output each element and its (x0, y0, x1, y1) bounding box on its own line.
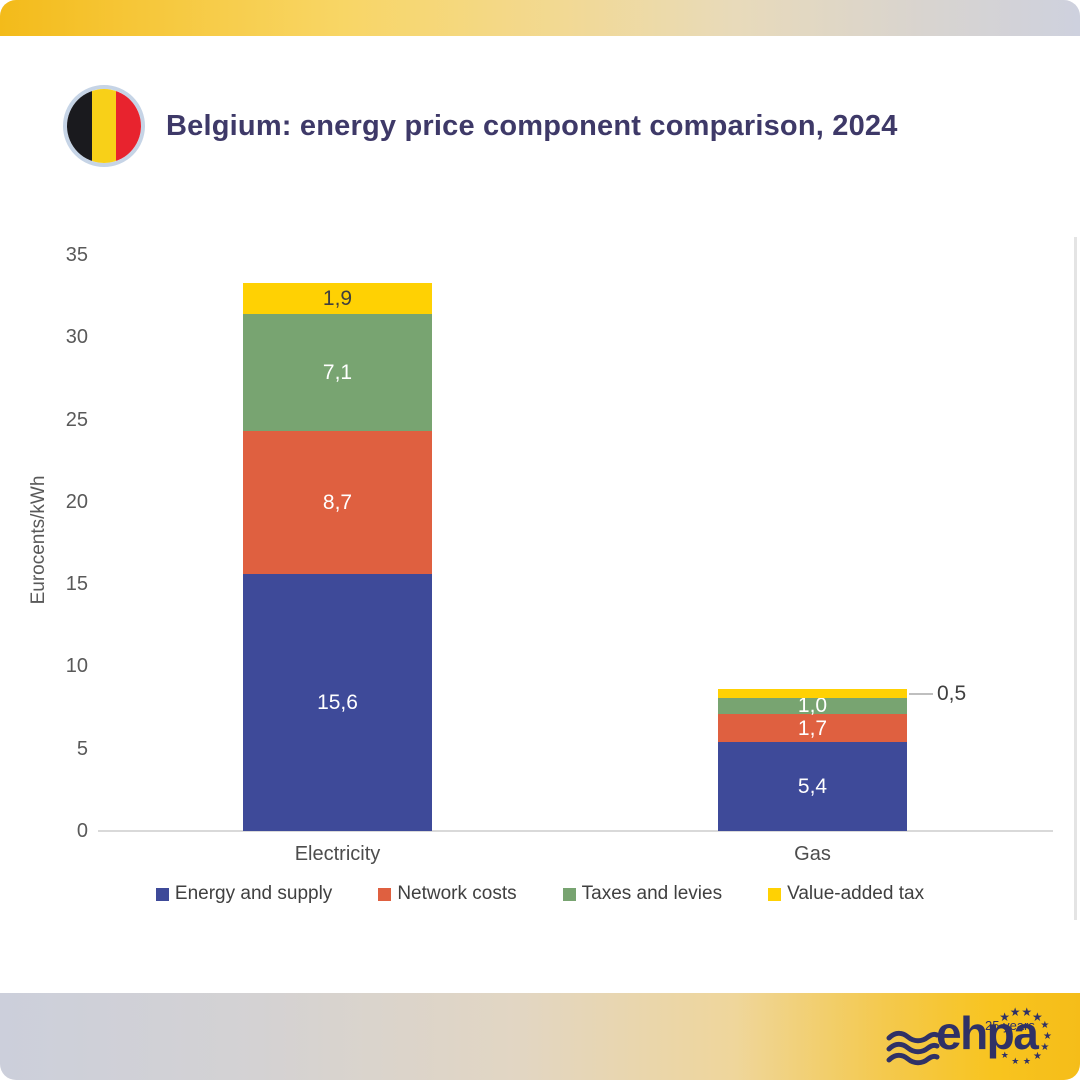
eu-star-icon: ★ (999, 1010, 1011, 1025)
legend-swatch (768, 887, 782, 901)
page-title: Belgium: energy price component comparis… (166, 109, 898, 142)
data-label: 15,6 (317, 691, 358, 715)
data-label: 8,7 (322, 491, 353, 515)
data-label-leader-line (909, 692, 933, 695)
y-axis-tick-label: 30 (65, 326, 88, 349)
legend-label: Network costs (397, 883, 517, 904)
legend-item-taxes-and-levies: Taxes and levies (562, 883, 723, 905)
ehpa-logo-text: ehpa (936, 1007, 1039, 1059)
eu-star-icon: ★ (1033, 1051, 1042, 1063)
data-label: 7,1 (322, 361, 353, 385)
bar-segment-network-costs: 1,7 (718, 714, 907, 743)
ehpa-25-years-label: 25 years (985, 1018, 1035, 1033)
eu-star-icon: ★ (1009, 1004, 1021, 1019)
chart-legend: Energy and supply Network costs Taxes and … (0, 883, 1080, 905)
legend-swatch (378, 887, 392, 901)
y-axis-tick-label: 0 (76, 820, 88, 842)
y-axis-tick-label: 10 (65, 655, 88, 678)
legend-label: Energy and supply (174, 883, 333, 904)
bar-segment-taxes-and-levies: 1,0 (718, 694, 907, 718)
y-axis-tick-label: 35 (65, 244, 88, 266)
legend-item-network-costs: Network costs (378, 883, 517, 905)
eu-star-icon: ★ (1040, 1042, 1050, 1054)
y-axis-tick-label: 5 (76, 737, 88, 760)
category-label-gas: Gas (794, 843, 831, 865)
header: Belgium: energy price component comparis… (0, 85, 1080, 167)
data-label: 1,9 (322, 287, 353, 311)
legend-swatch (562, 887, 576, 901)
eu-star-icon: ★ (1000, 1051, 1009, 1062)
y-axis-tick-label: 15 (65, 573, 88, 596)
category-label-electricity: Electricity (294, 843, 381, 865)
eu-star-icon: ★ (1032, 1009, 1043, 1024)
y-axis-title: Eurocents/kWh (28, 475, 49, 605)
bar-segment-network-costs: 8,7 (243, 431, 432, 575)
plot-right-border (1074, 237, 1077, 920)
legend-label: Taxes and levies (581, 883, 723, 904)
flag-stripe-black (67, 89, 92, 163)
y-axis-tick-label: 25 (65, 408, 88, 431)
bar-segment-energy-and-supply: 5,4 (718, 742, 907, 831)
eu-star-icon: ★ (1021, 1004, 1033, 1019)
bar-segment-energy-and-supply: 15,6 (243, 574, 432, 831)
eu-star-icon: ★ (1040, 1019, 1050, 1031)
y-axis-tick-label: 20 (65, 490, 88, 513)
bar-segment-value-added-tax (718, 689, 907, 698)
eu-star-icon: ★ (1022, 1056, 1031, 1067)
bar-segment-taxes-and-levies: 7,1 (243, 314, 432, 432)
bottom-gradient-band (0, 993, 1080, 1080)
legend-swatch (155, 887, 169, 901)
legend-item-energy-and-supply: Energy and supply (155, 883, 333, 905)
belgium-flag-icon (63, 85, 145, 167)
data-label: 1,0 (797, 694, 828, 718)
legend-item-value-added-tax: Value-added tax (768, 883, 924, 905)
data-label: 1,7 (797, 716, 828, 740)
top-gradient-band (0, 0, 1080, 36)
bar-segment-value-added-tax: 1,9 (243, 282, 432, 315)
data-label: 5,4 (797, 775, 828, 799)
data-label-outside: 0,5 (937, 681, 967, 705)
x-axis-line (98, 830, 1053, 832)
eu-star-icon: ★ (1043, 1031, 1052, 1042)
flag-stripe-red (116, 89, 141, 163)
ehpa-waves-icon (886, 1030, 940, 1066)
legend-label: Value-added tax (787, 883, 925, 904)
flag-stripe-yellow (91, 89, 117, 163)
eu-star-icon: ★ (1011, 1056, 1020, 1067)
